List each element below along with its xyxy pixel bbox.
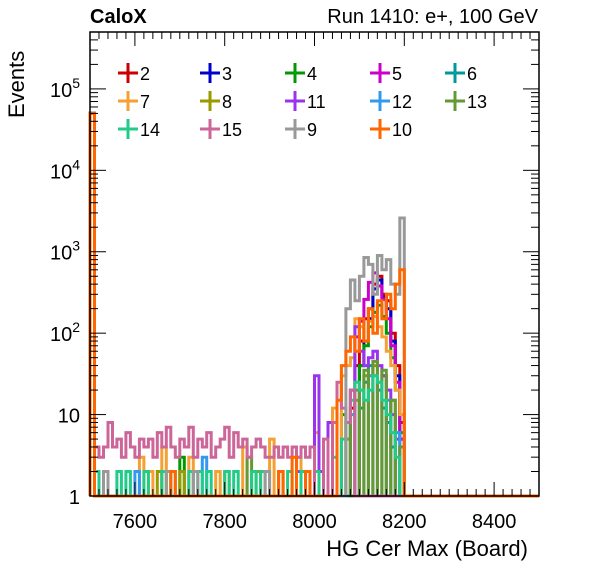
x-tick-label: 7600 [113,511,158,533]
legend-entry-8: 8 [200,91,232,112]
legend-entry-2: 2 [118,63,150,84]
legend-entry-14: 14 [118,119,160,140]
y-tick-label: 1 [69,487,80,509]
legend-entry-13: 13 [445,91,487,112]
y-tick-label: 103 [50,238,80,265]
x-axis-label: HG Cer Max (Board) [326,536,528,561]
brand-label: CaloX [90,6,147,28]
legend-label: 9 [307,120,317,140]
legend-label: 8 [222,92,232,112]
y-tick-label: 104 [50,156,80,183]
legend-label: 11 [307,92,326,112]
y-tick-label: 10 [58,406,80,428]
legend-entry-12: 12 [370,91,412,112]
x-tick-label: 8200 [382,511,427,533]
legend-label: 10 [392,120,412,140]
legend-label: 13 [467,92,487,112]
legend-label: 14 [140,120,160,140]
legend-label: 7 [140,92,150,112]
legend-entry-6: 6 [445,63,477,84]
legend-entry-10: 10 [370,119,412,140]
legend: 2 3 4 5 6 7 8 11 12 13 14 15 9 10 [118,63,487,140]
x-tick-label: 8400 [472,511,517,533]
legend-entry-5: 5 [370,63,402,84]
legend-label: 12 [392,92,412,112]
legend-label: 3 [222,64,232,84]
y-tick-label: 105 [50,75,80,102]
legend-entry-15: 15 [200,119,242,140]
legend-entry-4: 4 [285,63,317,84]
legend-label: 5 [392,64,402,84]
legend-label: 6 [467,64,477,84]
y-tick-label: 102 [50,319,80,346]
legend-entry-11: 11 [285,91,326,112]
legend-entry-9: 9 [285,119,317,140]
x-tick-label: 7800 [202,511,247,533]
legend-label: 15 [222,120,242,140]
run-info-label: Run 1410: e+, 100 GeV [327,6,538,28]
legend-entry-7: 7 [118,91,150,112]
legend-label: 4 [307,64,317,84]
x-tick-label: 8000 [292,511,337,533]
legend-entry-3: 3 [200,63,232,84]
series-layer [88,111,539,498]
legend-label: 2 [140,64,150,84]
y-axis-label: Events [4,51,29,118]
